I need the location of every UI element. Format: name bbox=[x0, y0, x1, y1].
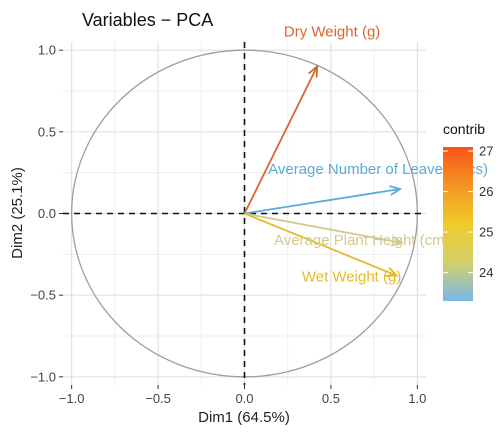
arrow-shaft bbox=[244, 212, 397, 277]
arrows-layer bbox=[243, 64, 404, 277]
chart-title: Variables − PCA bbox=[82, 10, 213, 30]
y-tick-label: 0.5 bbox=[38, 124, 56, 139]
variable-label: Average Number of Leaves (pcs) bbox=[268, 161, 488, 178]
arrow-head bbox=[389, 185, 403, 196]
x-tick-label: 0.5 bbox=[322, 391, 340, 406]
arrow-shaft bbox=[244, 188, 401, 215]
arrow-head bbox=[308, 64, 319, 78]
variable-arrow bbox=[243, 64, 319, 214]
arrow-shaft bbox=[243, 66, 318, 214]
x-tick-label: 0.0 bbox=[235, 391, 253, 406]
y-tick-label: −0.5 bbox=[30, 288, 56, 303]
legend-tick-label: 24 bbox=[479, 265, 493, 280]
legend: contrib 24 25 26 27 bbox=[443, 121, 493, 301]
variable-label: Average Plant Height (cm) bbox=[274, 232, 450, 249]
variable-arrow bbox=[244, 212, 399, 277]
x-tick-label: −1.0 bbox=[59, 391, 85, 406]
variable-label: Dry Weight (g) bbox=[284, 24, 380, 41]
legend-tick-label: 27 bbox=[479, 144, 493, 159]
legend-tick-label: 26 bbox=[479, 184, 493, 199]
y-axis-title: Dim2 (25.1%) bbox=[9, 167, 26, 259]
y-tick-label: 0.0 bbox=[38, 206, 56, 221]
y-tick-label: −1.0 bbox=[30, 369, 56, 384]
variable-arrow bbox=[244, 212, 404, 247]
legend-ticks: 24 25 26 27 bbox=[443, 144, 493, 280]
arrow-head bbox=[385, 266, 399, 277]
variable-label: Wet Weight (g) bbox=[302, 269, 401, 286]
arrow-head bbox=[390, 235, 404, 247]
variable-arrow bbox=[244, 185, 403, 215]
y-tick-label: 1.0 bbox=[38, 43, 56, 58]
axes-layer: −1.0 −0.5 0.0 0.5 1.0 −1.0 −0.5 0.0 0.5 1.0 bbox=[30, 43, 426, 406]
labels-layer: Dry Weight (g) Average Number of Leaves (… bbox=[268, 24, 488, 286]
arrow-shaft bbox=[244, 212, 402, 244]
x-tick-label: 1.0 bbox=[408, 391, 426, 406]
x-tick-label: −0.5 bbox=[145, 391, 171, 406]
legend-title: contrib bbox=[443, 121, 485, 137]
x-axis-title: Dim1 (64.5%) bbox=[198, 409, 290, 426]
legend-colorbar bbox=[443, 147, 473, 301]
legend-tick-label: 25 bbox=[479, 225, 493, 240]
